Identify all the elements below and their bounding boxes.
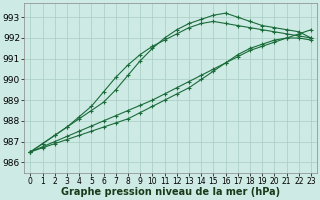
X-axis label: Graphe pression niveau de la mer (hPa): Graphe pression niveau de la mer (hPa) bbox=[61, 187, 280, 197]
